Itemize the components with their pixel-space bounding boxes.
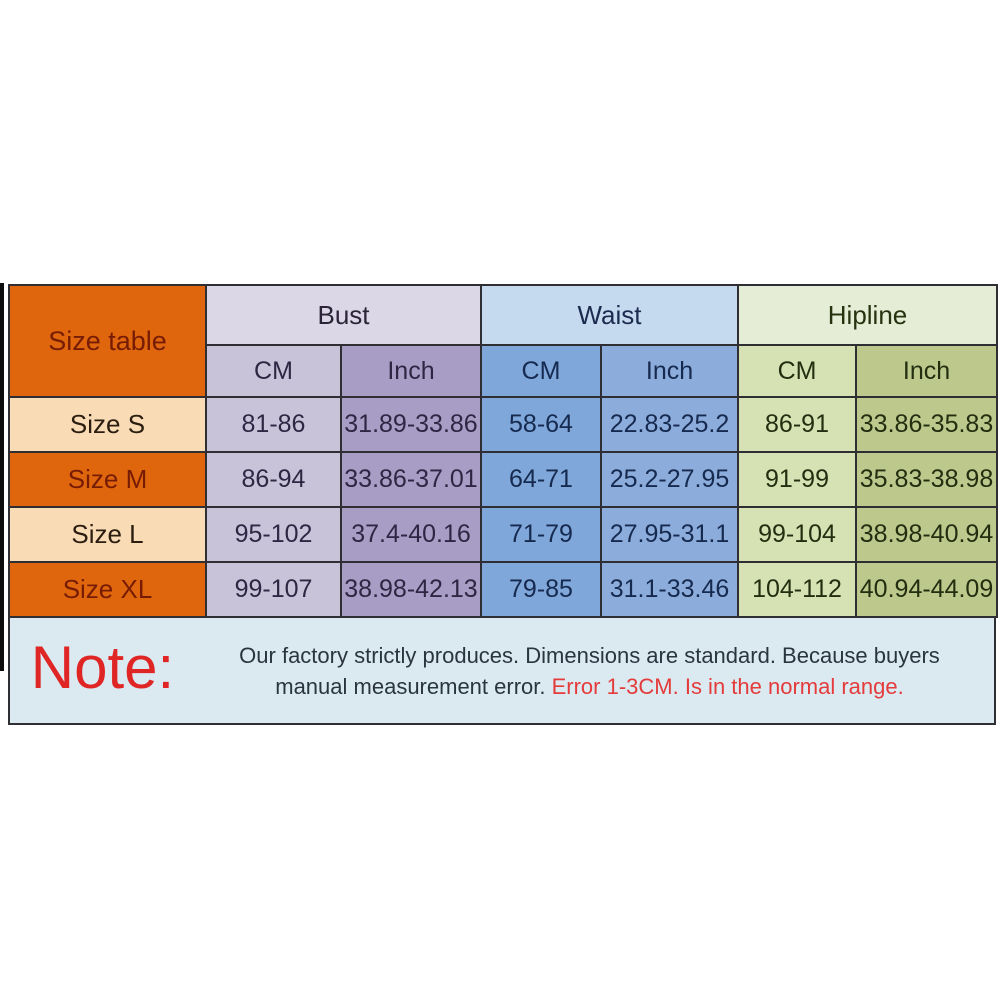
subheader-bust-inch: Inch <box>340 344 482 398</box>
cell-hipline-inch: 38.98-40.94 <box>855 506 999 563</box>
subheader-hipline-cm: CM <box>737 344 858 398</box>
cell-bust-cm: 95-102 <box>205 506 342 563</box>
note-title: Note: <box>30 633 175 701</box>
note-section: Note: Our factory strictly produces. Dim… <box>8 616 996 725</box>
subheader-waist-inch: Inch <box>599 344 740 398</box>
subheader-hipline-inch: Inch <box>855 344 999 398</box>
table-row-size-m: Size M 86-94 33.86-37.01 64-71 25.2-27.9… <box>8 451 999 508</box>
group-header-hipline: Hipline <box>737 284 999 346</box>
cell-waist-inch: 31.1-33.46 <box>599 561 740 618</box>
cell-hipline-inch: 33.86-35.83 <box>855 396 999 453</box>
group-header-waist: Waist <box>479 284 740 346</box>
subheader-waist-cm: CM <box>480 344 602 398</box>
group-header-bust: Bust <box>205 284 482 346</box>
cell-bust-inch: 37.4-40.16 <box>340 506 482 563</box>
table-row-size-l: Size L 95-102 37.4-40.16 71-79 27.95-31.… <box>8 506 999 563</box>
row-label: Size M <box>8 451 207 508</box>
table-row-size-xl: Size XL 99-107 38.98-42.13 79-85 31.1-33… <box>8 561 999 618</box>
cell-bust-cm: 81-86 <box>205 396 342 453</box>
size-table: Size table Bust Waist Hipline CM Inch CM… <box>8 284 999 618</box>
cell-bust-cm: 99-107 <box>205 561 342 618</box>
cell-hipline-cm: 104-112 <box>737 561 858 618</box>
cell-bust-inch: 31.89-33.86 <box>340 396 482 453</box>
corner-cell: Size table <box>8 284 207 398</box>
cell-hipline-cm: 86-91 <box>737 396 858 453</box>
note-line-1: Our factory strictly produces. Dimension… <box>239 642 940 668</box>
group-header-row: Size table Bust Waist Hipline <box>8 284 999 398</box>
cell-waist-inch: 25.2-27.95 <box>599 451 740 508</box>
table-row-size-s: Size S 81-86 31.89-33.86 58-64 22.83-25.… <box>8 396 999 453</box>
cell-waist-cm: 64-71 <box>480 451 602 508</box>
row-label: Size L <box>8 506 207 563</box>
cell-bust-cm: 86-94 <box>205 451 342 508</box>
cell-waist-cm: 71-79 <box>480 506 602 563</box>
row-label: Size S <box>8 396 207 453</box>
cell-hipline-inch: 35.83-38.98 <box>855 451 999 508</box>
cell-bust-inch: 33.86-37.01 <box>340 451 482 508</box>
cell-waist-inch: 22.83-25.2 <box>599 396 740 453</box>
cell-bust-inch: 38.98-42.13 <box>340 561 482 618</box>
note-text: Our factory strictly produces. Dimension… <box>195 640 994 702</box>
cell-waist-cm: 79-85 <box>480 561 602 618</box>
note-line-2: manual measurement error. Error 1-3CM. I… <box>195 671 984 702</box>
cell-hipline-cm: 99-104 <box>737 506 858 563</box>
sub-header-row: CM Inch CM Inch CM Inch <box>9 344 999 398</box>
size-chart-content: Size table Bust Waist Hipline CM Inch CM… <box>8 284 999 725</box>
cell-waist-inch: 27.95-31.1 <box>599 506 740 563</box>
cell-waist-cm: 58-64 <box>480 396 602 453</box>
cell-hipline-inch: 40.94-44.09 <box>855 561 999 618</box>
note-line-2-dark: manual measurement error. <box>275 673 552 699</box>
left-edge-artifact <box>0 283 4 671</box>
note-line-2-red: Error 1-3CM. Is in the normal range. <box>551 673 904 699</box>
subheader-bust-cm: CM <box>205 344 342 398</box>
cell-hipline-cm: 91-99 <box>737 451 858 508</box>
row-label: Size XL <box>8 561 207 618</box>
